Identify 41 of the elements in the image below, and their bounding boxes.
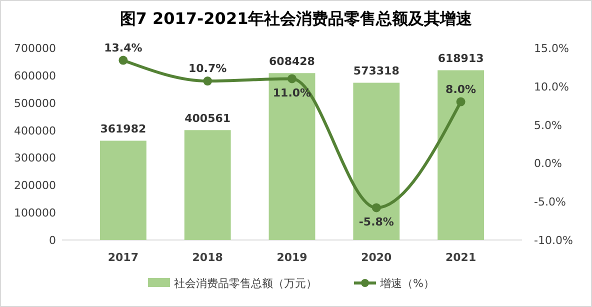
data-label: 10.7% xyxy=(188,62,227,76)
x-tick-label: 2018 xyxy=(192,251,223,264)
y-tick-label: 700000 xyxy=(14,42,56,55)
data-label: 361982 xyxy=(100,122,146,136)
x-tick-label: 2020 xyxy=(361,251,392,264)
bar xyxy=(100,140,146,240)
y2-tick-label: -10.0% xyxy=(534,234,573,247)
x-tick-label: 2019 xyxy=(276,251,308,264)
point xyxy=(456,97,466,106)
data-label: 400561 xyxy=(184,112,231,126)
bar xyxy=(184,130,231,240)
y2-tick-label: 0.0% xyxy=(534,157,562,170)
y2-tick-label: -5.0% xyxy=(534,196,566,209)
y-tick-label: 100000 xyxy=(14,206,56,220)
data-label: 608428 xyxy=(269,55,315,68)
y-tick-label: 0 xyxy=(49,234,56,247)
bar xyxy=(438,70,484,240)
y2-tick-label: 15.0% xyxy=(534,42,569,55)
point xyxy=(372,203,381,212)
y-tick-label: 400000 xyxy=(14,124,56,138)
data-label: 13.4% xyxy=(104,41,142,54)
y-tick-label: 200000 xyxy=(14,179,56,192)
x-tick-label: 2021 xyxy=(445,251,476,264)
legend-label: 增速（%） xyxy=(379,277,434,290)
point xyxy=(288,74,296,84)
bar xyxy=(353,82,400,240)
data-label: 8.0% xyxy=(446,82,476,96)
point xyxy=(203,76,212,86)
data-label: -5.8% xyxy=(358,216,394,229)
bar xyxy=(268,73,316,240)
y2-tick-label: 10.0% xyxy=(534,80,569,94)
y-tick-label: 300000 xyxy=(14,152,56,165)
y-tick-label: 600000 xyxy=(14,69,56,82)
y2-tick-label: 5.0% xyxy=(534,118,562,132)
y-tick-label: 500000 xyxy=(14,96,56,110)
data-label: 618913 xyxy=(438,52,484,66)
legend-label: 社会消费品零售总额（万元） xyxy=(174,277,317,290)
x-tick-label: 2017 xyxy=(108,251,139,264)
chart-title: 图7 2017-2021年社会消费品零售总额及其增速 xyxy=(120,9,474,28)
data-label: 573318 xyxy=(353,64,400,78)
point xyxy=(118,56,128,65)
